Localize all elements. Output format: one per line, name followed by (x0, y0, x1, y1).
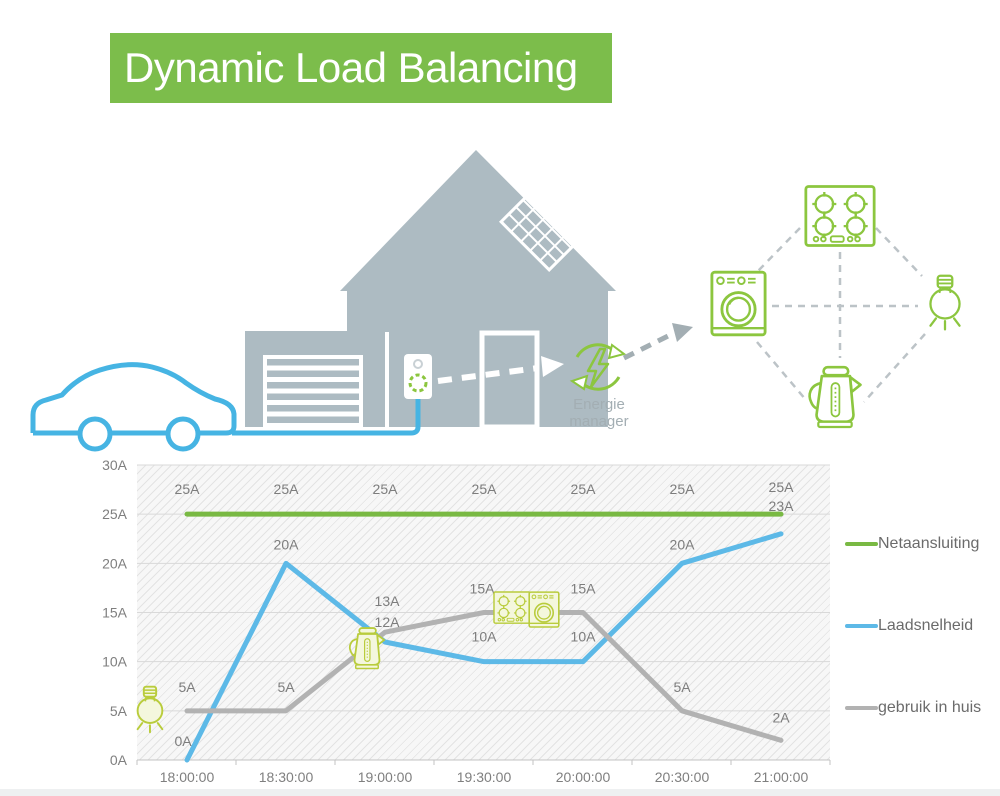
wallbox-icon (404, 354, 432, 399)
y-axis-label: 25A (102, 506, 128, 522)
data-label: 10A (472, 629, 498, 645)
data-label: 15A (571, 581, 597, 597)
y-axis-label: 20A (102, 555, 128, 571)
garage-icon (245, 331, 385, 427)
title-banner: Dynamic Load Balancing (110, 33, 612, 103)
washing-machine-icon (710, 270, 767, 337)
appliance-links (756, 227, 926, 403)
data-label: 20A (274, 536, 300, 552)
legend-label: Netaansluiting (878, 535, 980, 552)
data-label: 25A (571, 481, 597, 497)
data-label: 20A (670, 536, 696, 552)
energy-manager-icon (569, 343, 627, 391)
y-axis-label: 5A (110, 703, 128, 719)
data-label: 25A (373, 481, 399, 497)
laadsnelheid-line (184, 531, 784, 763)
data-label: 10A (571, 629, 597, 645)
data-label: 2A (772, 709, 790, 725)
energy-manager-label-line2: manager (569, 413, 628, 430)
data-label: 13A (375, 593, 401, 609)
legend-item-netaansluiting: Netaansluiting (845, 535, 980, 552)
y-axis-label: 15A (102, 605, 128, 621)
data-label: 25A (274, 481, 300, 497)
data-label: 5A (277, 679, 295, 695)
data-label: 0A (174, 733, 192, 749)
x-axis-label: 20:30:00 (655, 769, 710, 785)
data-label: 23A (769, 498, 795, 514)
data-label: 5A (178, 679, 196, 695)
data-label: 25A (769, 479, 795, 495)
legend-item-laadsnelheid: Laadsnelheid (845, 617, 974, 634)
legend-label: gebruik in huis (878, 699, 982, 716)
arrow-manager-to-appliances (622, 323, 693, 361)
x-axis-label: 18:00:00 (160, 769, 215, 785)
x-axis-label: 18:30:00 (259, 769, 314, 785)
solar-panel-icon (498, 189, 582, 273)
legend-swatch (845, 542, 878, 546)
chart-stove-icon (493, 591, 531, 625)
chart-bulb-icon (136, 685, 164, 734)
x-axis-label: 21:00:00 (754, 769, 809, 785)
chart-legend: Netaansluiting Laadsnelheid gebruik in hui… (845, 0, 995, 796)
door (479, 330, 540, 430)
data-label: 12A (375, 614, 401, 630)
x-axis-label: 19:30:00 (457, 769, 512, 785)
data-label: 5A (673, 679, 691, 695)
arrow-wallbox-to-manager (437, 356, 564, 384)
y-axis-label: 30A (102, 457, 128, 473)
charging-cable (232, 399, 421, 436)
data-label: 25A (175, 481, 201, 497)
gebruik-in-huis-line (184, 610, 784, 743)
chart-washer-icon (528, 591, 560, 628)
x-axis-label: 19:00:00 (358, 769, 413, 785)
page-title: Dynamic Load Balancing (124, 44, 578, 91)
y-axis-label: 10A (102, 654, 128, 670)
data-label: 25A (472, 481, 498, 497)
legend-item-gebruik-in-huis: gebruik in huis (845, 699, 982, 716)
legend-swatch (845, 706, 878, 710)
bottom-strip (0, 789, 1000, 796)
data-label: 15A (470, 581, 496, 597)
legend-label: Laadsnelheid (878, 617, 974, 634)
legend-swatch (845, 624, 878, 628)
house-illustration: Energie manager (30, 150, 961, 452)
energy-manager-label-line1: Energie (573, 396, 625, 413)
ev-car-icon (30, 362, 237, 452)
y-axis-label: 0A (110, 752, 128, 768)
x-axis-label: 20:00:00 (556, 769, 611, 785)
data-label: 25A (670, 481, 696, 497)
load-chart: 0A 5A 10A 15A 20A 25A 30A 18:00:00 18:30:00 19:00… (102, 457, 831, 785)
